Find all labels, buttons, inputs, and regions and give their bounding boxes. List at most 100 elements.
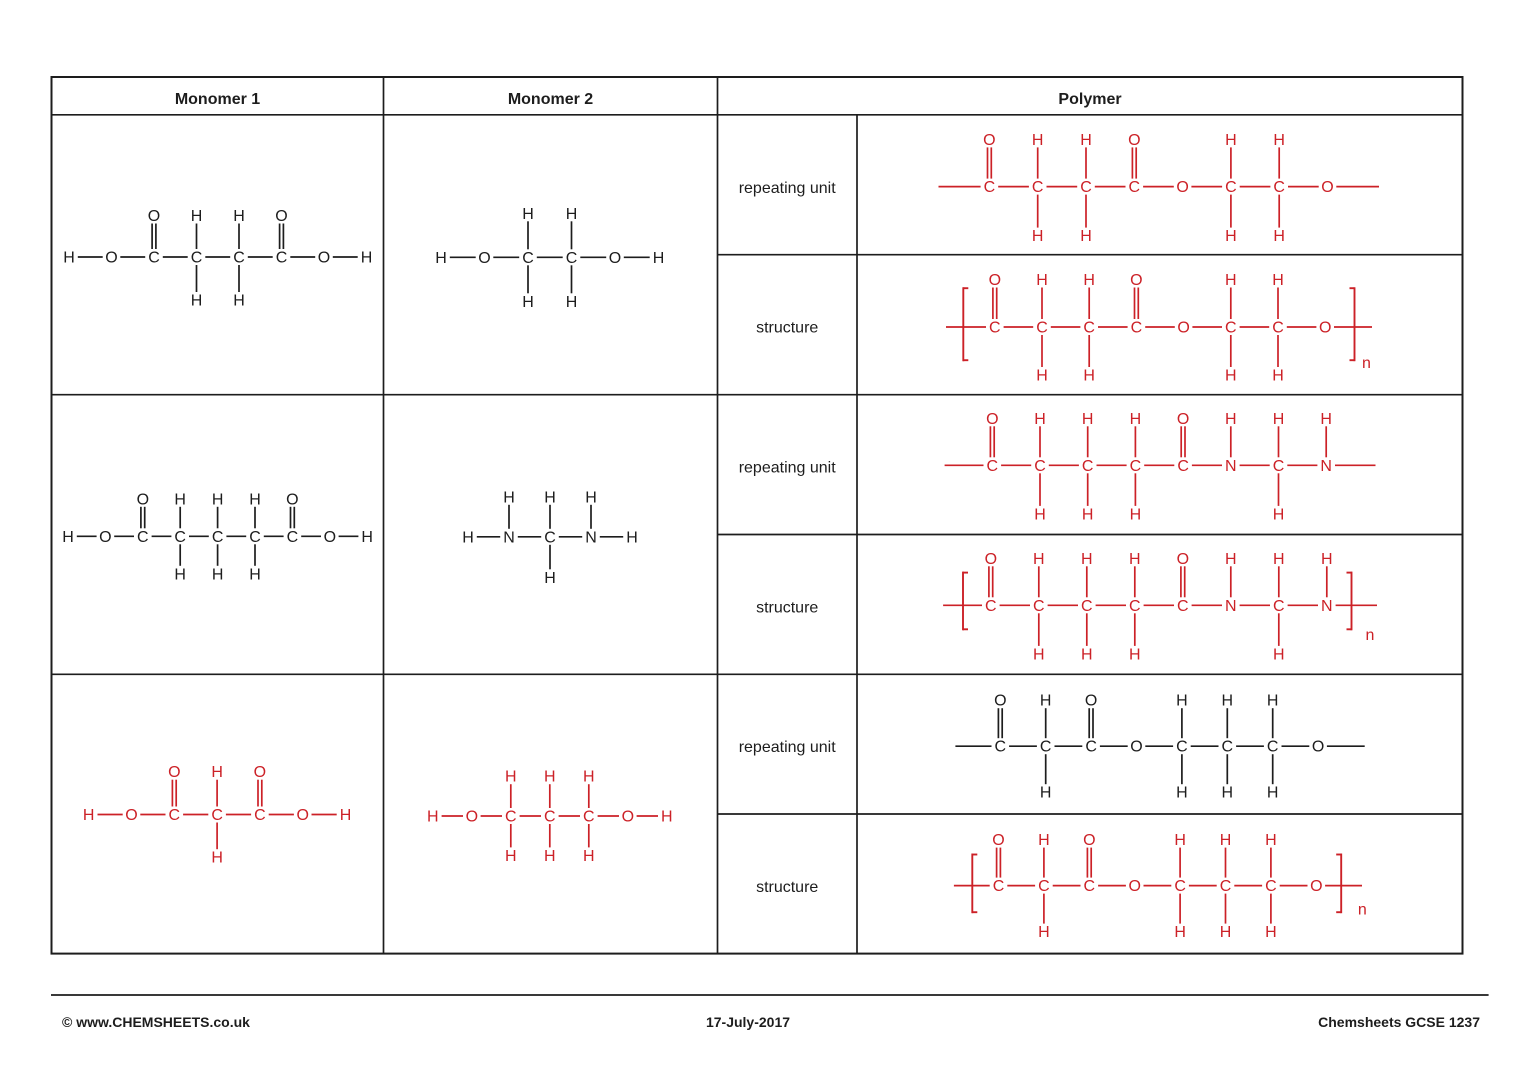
svg-text:H: H [1272,272,1284,289]
svg-text:O: O [1177,320,1189,337]
svg-text:H: H [191,293,203,310]
svg-text:C: C [995,739,1007,756]
svg-text:C: C [1225,179,1237,196]
svg-text:C: C [1083,320,1095,337]
svg-text:H: H [661,809,673,826]
svg-text:H: H [1321,551,1333,568]
svg-text:C: C [1177,598,1189,615]
svg-text:H: H [1129,646,1141,663]
svg-text:N: N [1225,598,1237,615]
svg-text:O: O [1319,320,1331,337]
svg-text:N: N [1320,458,1332,475]
svg-text:H: H [211,850,223,867]
svg-text:O: O [148,208,160,225]
svg-text:H: H [212,491,224,508]
svg-text:C: C [1084,878,1096,895]
svg-text:H: H [340,807,352,824]
svg-text:C: C [1174,878,1186,895]
svg-text:C: C [1033,598,1045,615]
svg-text:H: H [361,250,373,267]
svg-text:O: O [994,693,1006,710]
svg-text:Monomer 1: Monomer 1 [175,91,260,108]
svg-text:C: C [544,529,556,546]
svg-text:H: H [1082,506,1094,523]
svg-text:H: H [462,529,474,546]
svg-text:H: H [1265,924,1277,941]
svg-text:O: O [466,809,478,826]
svg-text:H: H [1130,411,1142,428]
svg-text:C: C [1220,878,1232,895]
svg-text:H: H [1081,646,1093,663]
svg-text:repeating unit: repeating unit [739,180,837,197]
svg-text:C: C [566,250,578,267]
svg-text:H: H [1225,132,1237,149]
svg-text:H: H [1080,228,1092,245]
svg-text:H: H [522,206,534,223]
svg-text:structure: structure [756,599,818,616]
svg-text:O: O [324,529,336,546]
svg-text:H: H [1130,506,1142,523]
svg-text:O: O [989,272,1001,289]
svg-text:H: H [62,529,74,546]
svg-text:H: H [544,489,556,506]
svg-text:H: H [544,848,556,865]
svg-text:H: H [435,250,447,267]
svg-text:H: H [1267,693,1279,710]
svg-text:H: H [1033,646,1045,663]
svg-text:H: H [211,764,223,781]
svg-text:H: H [1083,368,1095,385]
svg-text:C: C [1265,878,1277,895]
svg-text:C: C [522,250,534,267]
svg-text:© www.CHEMSHEETS.co.uk: © www.CHEMSHEETS.co.uk [62,1014,250,1030]
svg-text:H: H [1034,506,1046,523]
svg-text:C: C [212,529,224,546]
svg-text:C: C [1032,179,1044,196]
svg-text:H: H [544,570,556,587]
svg-text:C: C [985,598,997,615]
svg-text:H: H [1176,785,1188,802]
svg-text:O: O [318,250,330,267]
svg-text:C: C [1085,739,1097,756]
svg-text:N: N [1321,598,1333,615]
svg-text:C: C [989,320,1001,337]
svg-text:H: H [566,294,578,311]
svg-text:O: O [1083,832,1095,849]
svg-text:C: C [211,807,223,824]
svg-text:C: C [1222,739,1234,756]
svg-text:O: O [1128,132,1140,149]
svg-text:C: C [169,807,181,824]
svg-text:C: C [544,809,556,826]
svg-text:H: H [585,489,597,506]
svg-text:H: H [63,250,75,267]
svg-text:C: C [1176,739,1188,756]
svg-text:C: C [1080,179,1092,196]
svg-text:17-July-2017: 17-July-2017 [706,1014,790,1030]
svg-text:O: O [1312,739,1324,756]
svg-text:O: O [125,807,137,824]
svg-text:H: H [1273,132,1285,149]
svg-text:O: O [986,411,998,428]
svg-text:C: C [276,250,288,267]
svg-text:n: n [1362,355,1371,372]
svg-text:C: C [1036,320,1048,337]
svg-text:C: C [583,809,595,826]
svg-text:O: O [985,551,997,568]
svg-text:H: H [626,529,638,546]
svg-text:O: O [275,208,287,225]
svg-text:C: C [1038,878,1050,895]
svg-text:n: n [1365,627,1374,644]
svg-text:C: C [1273,598,1285,615]
svg-text:O: O [1085,693,1097,710]
svg-text:O: O [254,764,266,781]
svg-text:N: N [503,529,515,546]
svg-text:O: O [478,250,490,267]
svg-text:H: H [83,807,95,824]
svg-text:H: H [566,206,578,223]
svg-text:repeating unit: repeating unit [739,460,837,477]
svg-text:O: O [609,250,621,267]
svg-text:O: O [1130,272,1142,289]
svg-text:H: H [503,489,515,506]
svg-text:H: H [1036,272,1048,289]
svg-text:C: C [1131,320,1143,337]
svg-text:H: H [361,529,373,546]
